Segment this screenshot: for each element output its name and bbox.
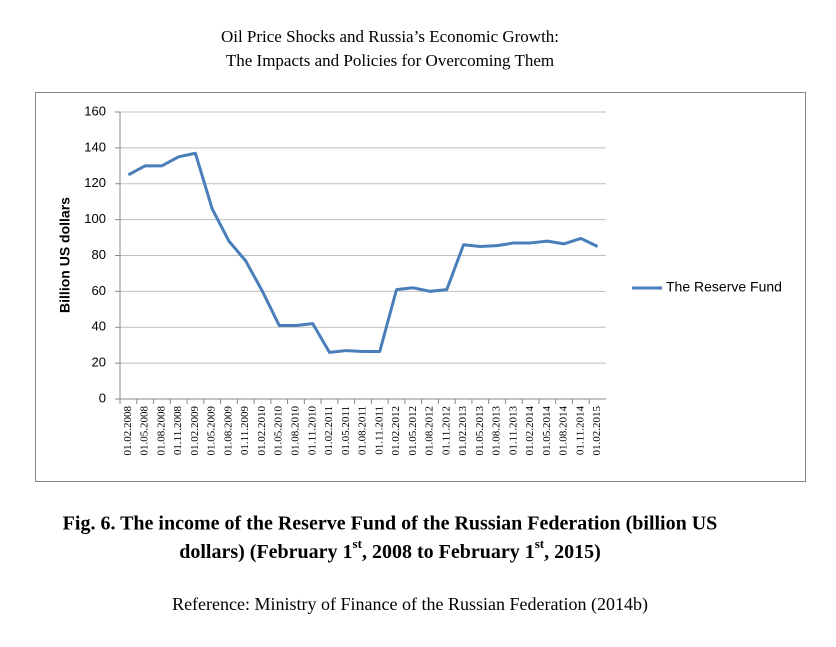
x-tick-label: 01.02.2013 [457,406,469,456]
caption: Fig. 6. The income of the Reserve Fund o… [63,513,718,535]
x-tick-label: 01.02.2009 [189,406,201,456]
chart-frame [35,92,806,482]
y-tick-label: 140 [84,139,106,154]
y-tick-label: 20 [92,355,106,370]
x-tick-label: 01.02.2008 [122,406,134,456]
caption-part: , 2015) [544,541,601,563]
caption: dollars) (February 1st, 2008 to February… [179,536,601,562]
y-tick-label: 60 [92,283,106,298]
x-tick-label: 01.05.2008 [139,406,151,456]
x-tick-label: 01.08.2012 [424,406,436,456]
y-tick-label: 100 [84,211,106,226]
x-tick-label: 01.08.2008 [155,406,167,456]
x-tick-label: 01.02.2015 [591,406,603,456]
x-tick-label: 01.11.2008 [172,406,184,456]
y-tick-label: 160 [84,103,106,118]
x-tick-label: 01.08.2009 [222,406,234,456]
line-series [127,151,599,354]
y-tick-label: 40 [92,319,106,334]
caption-sup: st [535,536,545,551]
x-tick-label: 01.08.2011 [357,406,369,455]
x-tick-label: 01.11.2011 [373,406,385,455]
x-tick-label: 01.02.2010 [256,406,268,456]
x-tick-label: 01.11.2013 [507,406,519,456]
x-tick-label: 01.05.2013 [474,406,486,456]
x-tick-label: 01.08.2013 [491,406,503,456]
reference: Reference: Ministry of Finance of the Ru… [172,594,648,615]
x-tick-label: 01.11.2010 [306,406,318,456]
header-line: The Impacts and Policies for Overcoming … [226,51,554,70]
x-tick-label: 01.05.2011 [340,406,352,455]
y-tick-label: 0 [99,390,106,405]
plot: 0 20 40 60 80 100 120 140 160 01.02.2008 01.05.200… [84,103,782,455]
x-tick-label: 01.05.2009 [206,406,218,456]
x-tick-label: 01.02.2014 [524,406,536,456]
caption-part: , 2008 to February 1 [362,541,535,563]
x-tick-label: 01.05.2012 [407,406,419,456]
header-line: Oil Price Shocks and Russia’s Economic G… [221,27,559,46]
y-tick-label: 120 [84,175,106,190]
caption-sup: st [353,536,363,551]
caption-part: dollars) (February 1 [179,541,352,563]
x-tick-label: 01.11.2014 [574,406,586,456]
x-tick-label: 01.05.2014 [541,406,553,456]
x-tick-label: 01.02.2011 [323,406,335,455]
x-tick-label: 01.08.2014 [558,406,570,456]
y-tick-label: 80 [92,247,106,262]
legend-label: The Reserve Fund [666,279,782,295]
x-tick-label: 01.11.2009 [239,406,251,456]
x-tick-label: 01.11.2012 [440,406,452,455]
x-tick-label: 01.08.2010 [289,406,301,456]
x-tick-label: 01.02.2012 [390,406,402,456]
x-tick-label: 01.05.2010 [273,406,285,456]
y-axis-label: Billion US dollars [57,197,73,313]
